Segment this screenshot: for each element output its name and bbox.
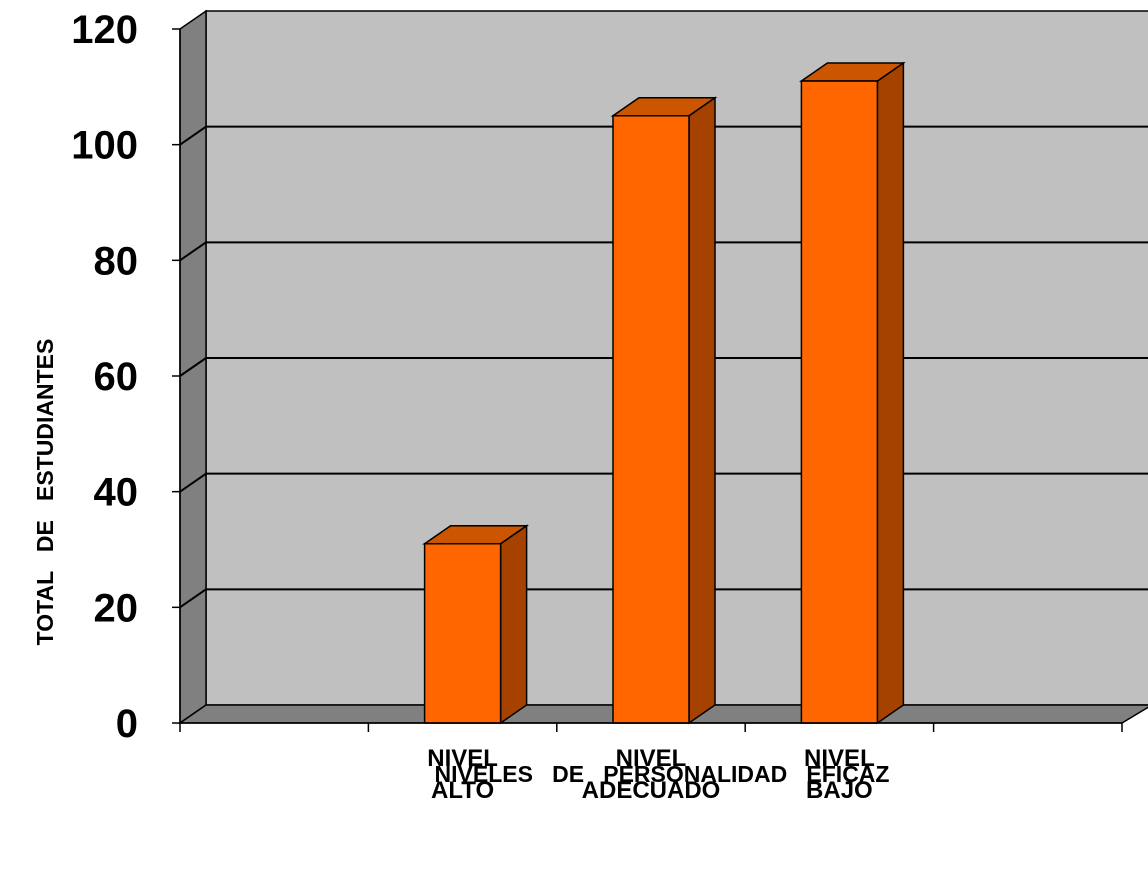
x-tick-label: NIVEL (804, 745, 875, 772)
x-axis-ticks: NIVEL ALTO NIVEL ADECUADO NIVEL BAJO (179, 722, 1123, 804)
bars (422, 61, 906, 725)
y-tick-label: 120 (71, 8, 138, 52)
bar-side (688, 96, 716, 725)
y-tick-label: 80 (94, 239, 139, 283)
y-tick-label: 20 (94, 586, 139, 630)
y-tick-label: 40 (94, 471, 139, 515)
x-tick-label: NIVEL (616, 745, 687, 772)
bar (610, 96, 718, 725)
gridline-side (179, 125, 207, 146)
bar-front (423, 542, 502, 724)
gridline-side (179, 241, 207, 262)
y-axis-ticks: 0 20 40 60 80 100 120 (71, 8, 181, 746)
bar-front (612, 115, 690, 724)
bar-side (876, 61, 905, 725)
gridline-side (179, 357, 207, 377)
y-tick-label: 100 (71, 124, 138, 168)
bar-side (499, 524, 528, 725)
y-tick-label: 60 (94, 355, 139, 399)
bar (798, 61, 906, 725)
x-axis-title: NIVELES DE PERSONALIDAD EFICAZ (435, 761, 890, 787)
gridline-side (179, 472, 207, 493)
bar-front (800, 80, 879, 724)
y-tick-label: 0 (116, 702, 138, 746)
y-axis-title: TOTAL DE ESTUDIANTES (32, 339, 58, 646)
gridline-side (179, 588, 207, 609)
bar (422, 524, 530, 725)
x-tick-label: BAJO (806, 777, 873, 804)
x-tick-label: ADECUADO (582, 777, 721, 804)
x-tick-label: ALTO (431, 777, 494, 804)
x-tick-label: NIVEL (427, 745, 498, 772)
